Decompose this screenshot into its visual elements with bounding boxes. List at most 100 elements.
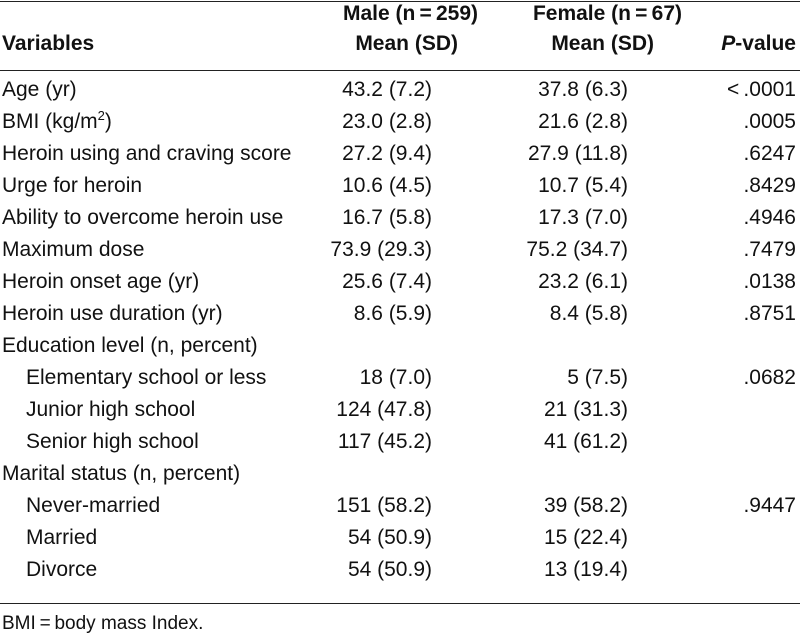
female-value: 37.8 (6.3) [538,78,628,101]
male-value: 73.9 (29.3) [330,238,432,261]
table-row: Ability to overcome heroin use 16.7 (5.8)… [0,202,800,234]
male-value: 27.2 (9.4) [342,142,432,165]
p-value: .8751 [743,302,796,325]
male-value: 117 (45.2) [337,430,432,453]
female-value: 8.4 (5.8) [549,302,628,325]
row-label: Elementary school or less [26,364,266,392]
row-label-text: Education level (n, percent) [2,334,258,357]
row-label-text: BMI (kg/m [2,110,98,133]
row-label-text: Divorce [26,558,98,581]
female-value: 39 (58.2) [543,494,628,517]
table-row: Divorce 54 (50.9) 13 (19.4) [0,554,800,586]
male-value: 18 (7.0) [359,366,432,389]
row-label: Ability to overcome heroin use [2,204,283,232]
male-value: 54 (50.9) [347,558,432,581]
row-label: Married [26,524,97,552]
pvalue-italic-p: P [721,32,736,55]
row-label-text: Never-married [26,494,161,517]
female-value: 17.3 (7.0) [538,206,628,229]
row-label-text: Heroin using and craving score [2,142,292,165]
table-row: Never-married 151 (58.2) 39 (58.2) .9447 [0,490,800,522]
table-row: Urge for heroin 10.6 (4.5) 10.7 (5.4) .8429 [0,170,800,202]
row-label-text: Urge for heroin [2,174,143,197]
male-value: 8.6 (5.9) [353,302,432,325]
row-label-tail: ) [104,110,112,133]
row-label: Maximum dose [2,236,144,264]
table-row: Age (yr) 43.2 (7.2) 37.8 (6.3) < .0001 [0,74,800,106]
female-value: 41 (61.2) [543,430,628,453]
female-value: 21.6 (2.8) [538,110,628,133]
male-stat-column-header: Mean (SD) [355,32,458,55]
male-value: 151 (58.2) [336,494,432,517]
table-row: BMI (kg/m2) 23.0 (2.8) 21.6 (2.8) .0005 [0,106,800,138]
male-group-header: Male (n = 259) [342,2,478,25]
row-label: Senior high school [26,428,199,456]
row-label-text: Senior high school [26,430,199,453]
female-group-header: Female (n = 67) [532,2,682,25]
table-row: Marital status (n, percent) [0,458,800,490]
male-value: 10.6 (4.5) [342,174,432,197]
female-value: 27.9 (11.8) [527,142,628,165]
female-value: 15 (22.4) [543,526,628,549]
p-value: < .0001 [726,78,796,101]
row-label-text: Heroin use duration (yr) [2,302,223,325]
male-value: 43.2 (7.2) [342,78,432,101]
row-label: Marital status (n, percent) [2,460,240,488]
p-value: .7479 [743,238,796,261]
row-label-text: Elementary school or less [26,366,267,389]
row-label-text: Junior high school [26,398,196,421]
variables-column-header: Variables [2,32,95,55]
male-value: 23.0 (2.8) [342,110,432,133]
p-value: .4946 [743,206,796,229]
row-label: Heroin using and craving score [2,140,292,168]
male-value: 54 (50.9) [347,526,432,549]
female-value: 13 (19.4) [543,558,628,581]
header-rule [0,70,800,71]
row-label: Urge for heroin [2,172,142,200]
p-value: .6247 [743,142,796,165]
row-label-text: Age (yr) [2,78,77,101]
row-label: Age (yr) [2,76,77,104]
table-bottom-rule [0,603,800,604]
table-top-rule [0,1,800,2]
female-value: 10.7 (5.4) [538,174,628,197]
table-row: Heroin onset age (yr) 25.6 (7.4) 23.2 (6.1… [0,266,800,298]
male-value: 124 (47.8) [336,398,432,421]
row-label: BMI (kg/m2) [2,108,112,136]
row-label-text: Marital status (n, percent) [2,462,241,485]
p-value: .0005 [743,110,796,133]
row-label-superscript: 2 [97,108,105,123]
table-footnote: BMI = body mass Index. [2,613,204,634]
table-row: Senior high school 117 (45.2) 41 (61.2) [0,426,800,458]
female-value: 75.2 (34.7) [526,238,628,261]
table-row: Education level (n, percent) [0,330,800,362]
table-row: Heroin using and craving score 27.2 (9.4)… [0,138,800,170]
pvalue-suffix: -value [735,32,796,55]
p-value: .8429 [743,174,796,197]
male-value: 25.6 (7.4) [342,270,432,293]
table-row: Maximum dose 73.9 (29.3) 75.2 (34.7) .7479 [0,234,800,266]
pvalue-column-header: P-value [721,30,796,58]
female-stat-column-header: Mean (SD) [551,32,654,55]
female-value: 23.2 (6.1) [538,270,628,293]
table-row: Elementary school or less 18 (7.0) 5 (7.5)… [0,362,800,394]
row-label-text: Heroin onset age (yr) [2,270,200,293]
p-value: .0138 [743,270,796,293]
row-label: Divorce [26,556,97,584]
table-row: Married 54 (50.9) 15 (22.4) [0,522,800,554]
male-value: 16.7 (5.8) [342,206,432,229]
row-label: Heroin use duration (yr) [2,300,223,328]
row-label: Education level (n, percent) [2,332,258,360]
row-label: Heroin onset age (yr) [2,268,199,296]
p-value: .0682 [743,366,796,389]
row-label: Never-married [26,492,160,520]
row-label-text: Maximum dose [2,238,145,261]
row-label-text: Married [26,526,98,549]
row-label-text: Ability to overcome heroin use [2,206,284,229]
table-row: Heroin use duration (yr) 8.6 (5.9) 8.4 (5.… [0,298,800,330]
p-value: .9447 [743,494,796,517]
female-value: 21 (31.3) [543,398,628,421]
row-label: Junior high school [26,396,195,424]
female-value: 5 (7.5) [567,366,628,389]
table-row: Junior high school 124 (47.8) 21 (31.3) [0,394,800,426]
